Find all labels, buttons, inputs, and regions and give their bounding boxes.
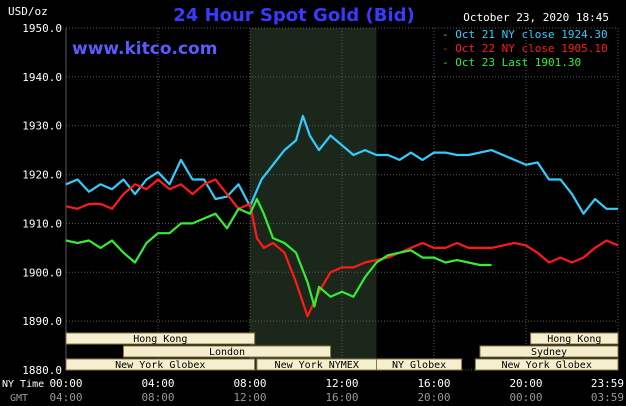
y-axis-label: USD/oz <box>8 5 48 18</box>
x-tick-label-gmt: 00:00 <box>509 391 542 404</box>
x-axis-row-label: GMT <box>10 393 28 404</box>
x-tick-label-gmt: 04:00 <box>49 391 82 404</box>
chart-title: 24 Hour Spot Gold (Bid) <box>173 5 414 26</box>
series-line-1 <box>65 114 618 215</box>
session-bars: Hong Kong London New York Globex New York N… <box>65 332 619 371</box>
series-line-2 <box>65 178 619 318</box>
x-tick-label-gmt: 12:00 <box>233 391 266 404</box>
x-tick-label: 12:00 <box>325 377 358 390</box>
timestamp: October 23, 2020 18:45 <box>463 11 609 24</box>
session-label: New York Globex <box>502 360 592 371</box>
y-tick-label: 1910.0 <box>22 217 62 230</box>
y-tick-label: 1920.0 <box>22 169 62 182</box>
session-bar <box>65 332 256 345</box>
session-bar <box>479 345 619 358</box>
x-tick-label-gmt: 16:00 <box>325 391 358 404</box>
x-axis-row-label: NY Time <box>2 379 44 390</box>
legend-entry: - Oct 22 NY close 1905.10 <box>442 42 608 55</box>
y-tick-label: 1880.0 <box>22 364 62 377</box>
y-axis-ticks: 1950.0 1940.0 1930.0 1920.0 1910.0 1900.0 1890… <box>22 22 62 377</box>
session-bar <box>474 358 619 371</box>
session-label: NY Globex <box>392 360 446 371</box>
x-tick-label: 00:00 <box>49 377 82 390</box>
x-axis-ticks: NY TimeGMT00:0004:0004:0008:0008:0012:00… <box>2 377 624 404</box>
y-tick-label: 1900.0 <box>22 266 62 279</box>
session-label: Hong Kong <box>547 334 601 345</box>
session-label: London <box>209 347 245 358</box>
session-label: New York Globex <box>115 360 205 371</box>
legend-entry: - Oct 23 Last 1901.30 <box>442 56 581 69</box>
series-lines <box>65 114 619 318</box>
session-bar <box>530 332 619 345</box>
session-bar <box>376 358 463 371</box>
x-tick-label: 23:59 <box>591 377 624 390</box>
watermark-url: www.kitco.com <box>72 39 217 59</box>
session-bar <box>65 358 256 371</box>
x-tick-label-gmt: 08:00 <box>141 391 174 404</box>
legend-entry: - Oct 21 NY close 1924.30 <box>442 28 608 41</box>
grid <box>65 27 619 371</box>
x-tick-label: 20:00 <box>509 377 542 390</box>
x-tick-label: 08:00 <box>233 377 266 390</box>
session-label: Sydney <box>531 347 567 358</box>
series-line-3 <box>65 197 492 308</box>
y-tick-label: 1940.0 <box>22 71 62 84</box>
y-tick-label: 1930.0 <box>22 120 62 133</box>
y-tick-label: 1890.0 <box>22 315 62 328</box>
nymex-highlight-band <box>250 28 377 370</box>
session-bar <box>123 345 331 358</box>
x-tick-label: 16:00 <box>417 377 450 390</box>
x-tick-label-gmt: 20:00 <box>417 391 450 404</box>
session-label: New York NYMEX <box>275 360 359 371</box>
y-tick-label: 1950.0 <box>22 22 62 35</box>
legend: - Oct 21 NY close 1924.30- Oct 22 NY clo… <box>442 28 608 69</box>
session-label: Hong Kong <box>133 334 187 345</box>
x-tick-label-gmt: 03:59 <box>591 391 624 404</box>
x-tick-label: 04:00 <box>141 377 174 390</box>
